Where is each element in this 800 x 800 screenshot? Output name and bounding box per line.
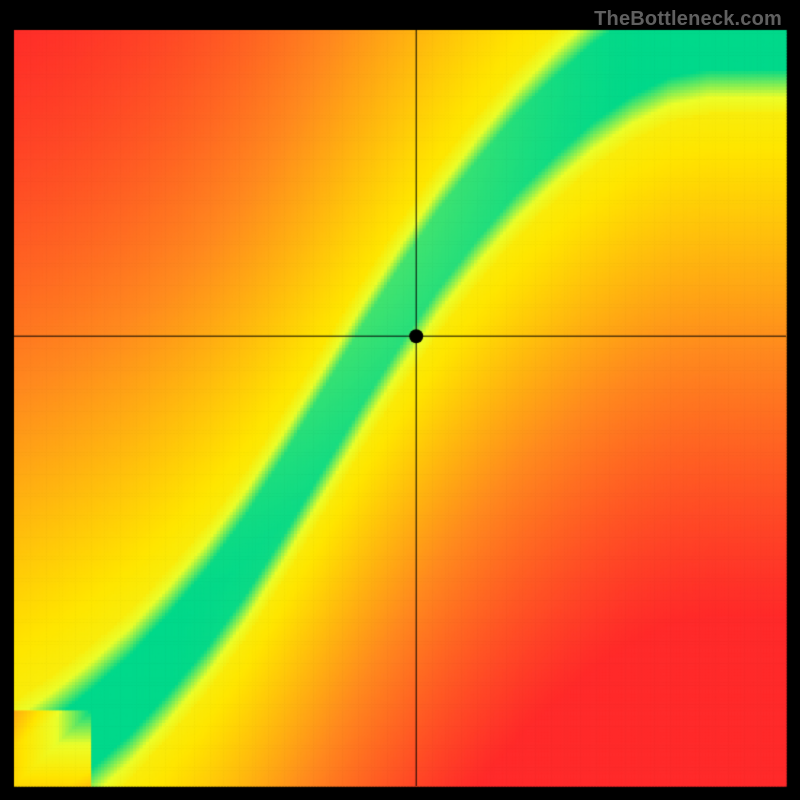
watermark: TheBottleneck.com: [594, 8, 782, 31]
chart-container: { "watermark": "TheBottleneck.com", "can…: [0, 0, 800, 800]
bottleneck-heatmap-canvas: [0, 0, 800, 800]
